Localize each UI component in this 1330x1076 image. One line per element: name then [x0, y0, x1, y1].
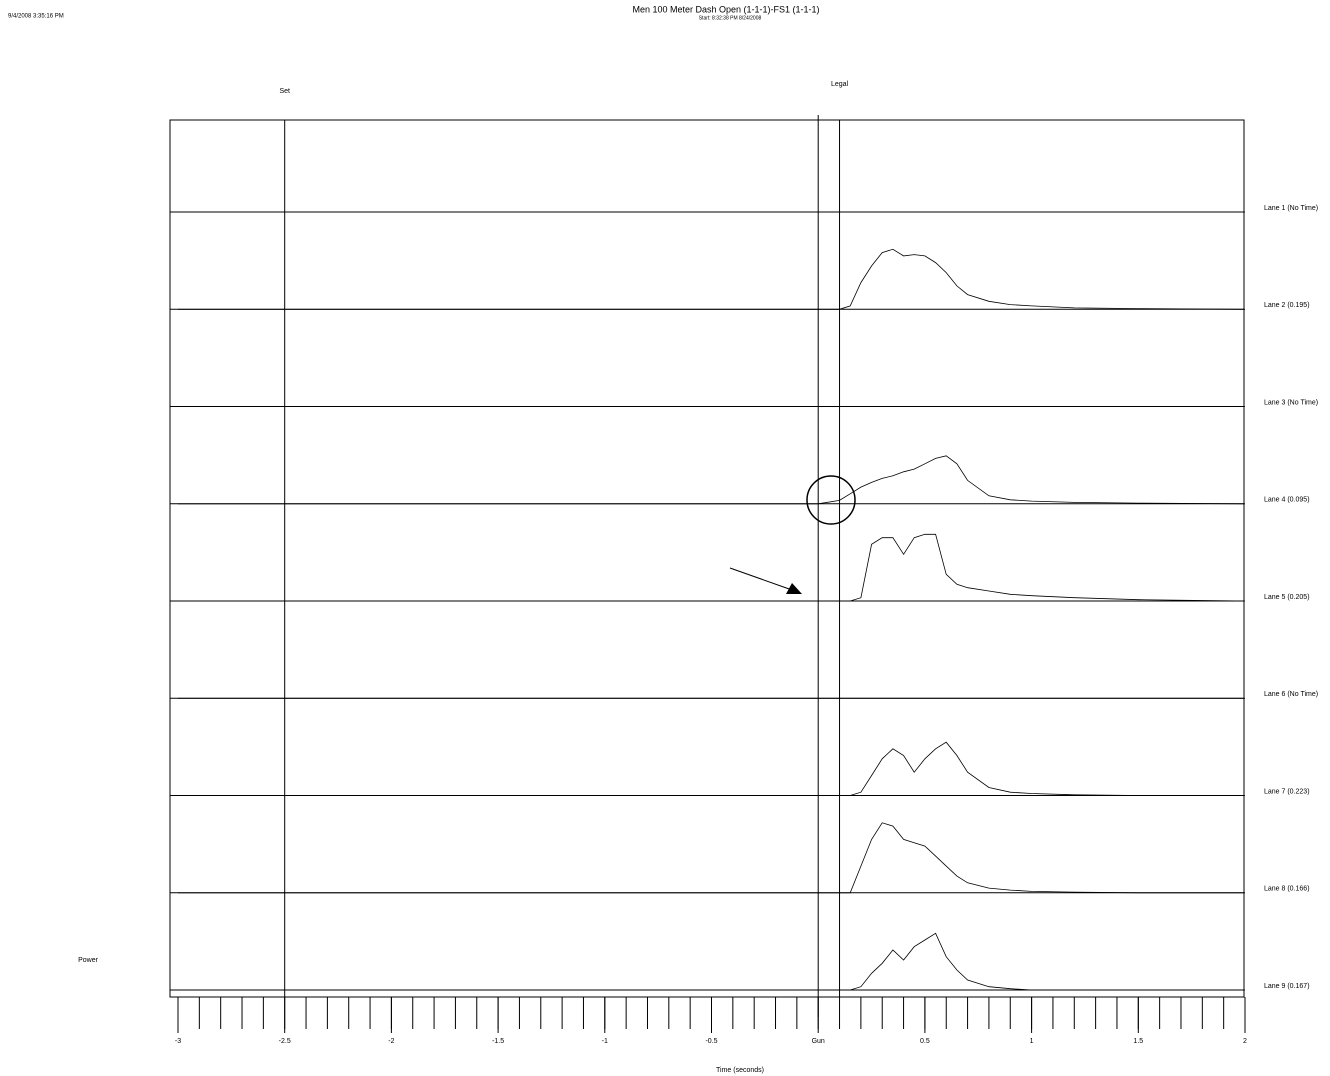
y-axis-label: Power — [78, 957, 99, 964]
lane-label: Lane 3 (No Time) — [1264, 399, 1318, 406]
x-tick-label: -1.5 — [492, 1038, 504, 1045]
lane-label: Lane 9 (0.167) — [1264, 983, 1310, 990]
x-tick-label: -2 — [388, 1038, 394, 1045]
marker-label: Set — [279, 88, 290, 95]
annotation-arrow — [729, 567, 793, 591]
lane-label: Lane 7 (0.223) — [1264, 788, 1310, 795]
lane-trace — [178, 741, 1245, 796]
lane-trace — [178, 822, 1245, 894]
x-tick-label: 0.5 — [920, 1038, 930, 1045]
marker-label: Legal — [831, 81, 849, 88]
timestamp: 9/4/2008 3:35:16 PM — [8, 14, 64, 20]
lane-trace — [178, 455, 1246, 505]
annotation-arrowhead — [786, 583, 802, 594]
x-tick-label: -1 — [602, 1038, 608, 1045]
lane-trace — [178, 248, 1246, 310]
x-tick-label: -2.5 — [279, 1038, 291, 1045]
x-tick-label: -0.5 — [705, 1038, 717, 1045]
lane-trace — [178, 533, 1246, 602]
plot-frame — [169, 119, 1245, 998]
x-axis-label: Time (seconds) — [716, 1067, 764, 1074]
lane-label: Lane 6 (No Time) — [1264, 691, 1318, 698]
x-tick-label: 1.5 — [1133, 1038, 1143, 1045]
lane-label: Lane 5 (0.205) — [1264, 594, 1310, 601]
lane-label: Lane 4 (0.095) — [1264, 497, 1310, 504]
chart-title: Men 100 Meter Dash Open (1-1-1)-FS1 (1-1… — [632, 4, 819, 14]
lane-trace — [178, 932, 1245, 991]
lane-label: Lane 1 (No Time) — [1264, 205, 1318, 212]
x-tick-label: -3 — [175, 1038, 181, 1045]
chart-subtitle: Start: 8:32:38 PM 8/24/2008 — [699, 15, 762, 21]
x-tick-label: 1 — [1030, 1038, 1034, 1045]
annotation-circle — [806, 475, 856, 525]
x-tick-label: Gun — [812, 1038, 825, 1045]
x-tick-label: 2 — [1243, 1038, 1247, 1045]
lane-label: Lane 2 (0.195) — [1264, 302, 1310, 309]
lane-label: Lane 8 (0.166) — [1264, 886, 1310, 893]
